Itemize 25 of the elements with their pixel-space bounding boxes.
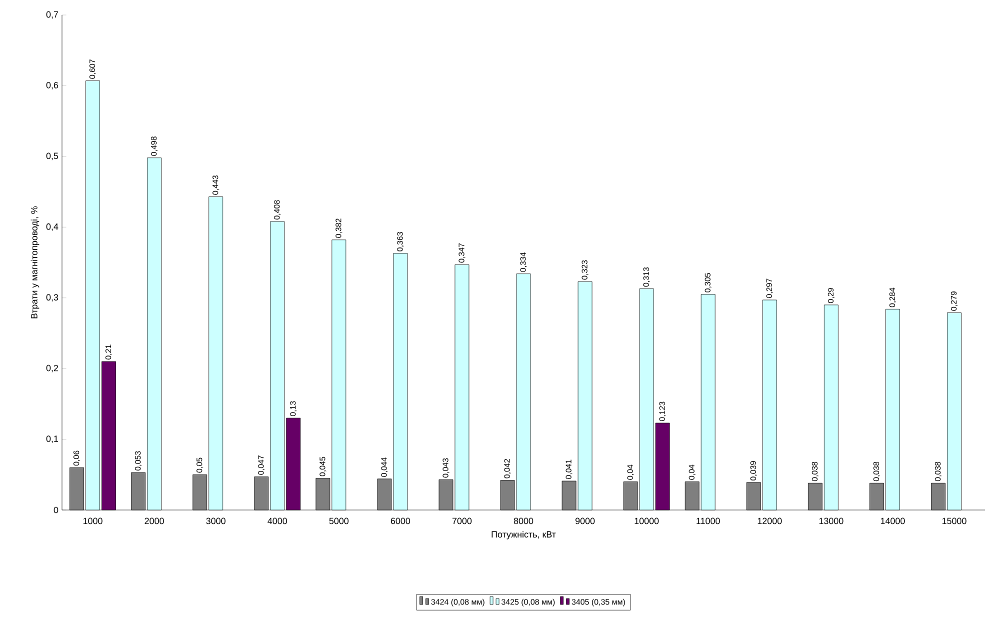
x-tick-label: 9000 [575, 518, 595, 524]
y-tick-label: 0,5 [46, 152, 58, 160]
x-tick-label: 10000 [634, 518, 659, 524]
x-tick-label: 1000 [83, 518, 102, 524]
x-tick-label: 7000 [452, 518, 472, 524]
y-tick-label: 0,6 [46, 82, 58, 90]
y-tick-label: 0,3 [46, 294, 58, 302]
x-tick-label: 6000 [390, 518, 410, 524]
x-tick-label: 4000 [268, 518, 287, 524]
x-tick-label: 5000 [329, 518, 349, 524]
x-tick-label: 12000 [758, 518, 782, 524]
x-tick-label: 15000 [942, 518, 966, 524]
x-tick-label: 13000 [819, 518, 844, 524]
x-tick-label: 8000 [514, 518, 534, 524]
y-axis-title: Втрати у магнітопроводі, % [30, 206, 40, 318]
x-tick-label: 14000 [880, 518, 905, 524]
y-tick-label: 0 [54, 506, 58, 514]
x-axis-title: Потужність, кВт [492, 530, 556, 540]
y-tick-label: 0,1 [46, 436, 58, 443]
x-tick-label: 3000 [206, 518, 226, 524]
y-tick-label: 0,7 [46, 11, 58, 19]
x-tick-label: 2000 [144, 518, 164, 524]
y-tick-label: 0,4 [46, 223, 58, 231]
y-tick-label: 0,2 [46, 364, 58, 372]
x-tick-label: 11000 [696, 518, 720, 524]
